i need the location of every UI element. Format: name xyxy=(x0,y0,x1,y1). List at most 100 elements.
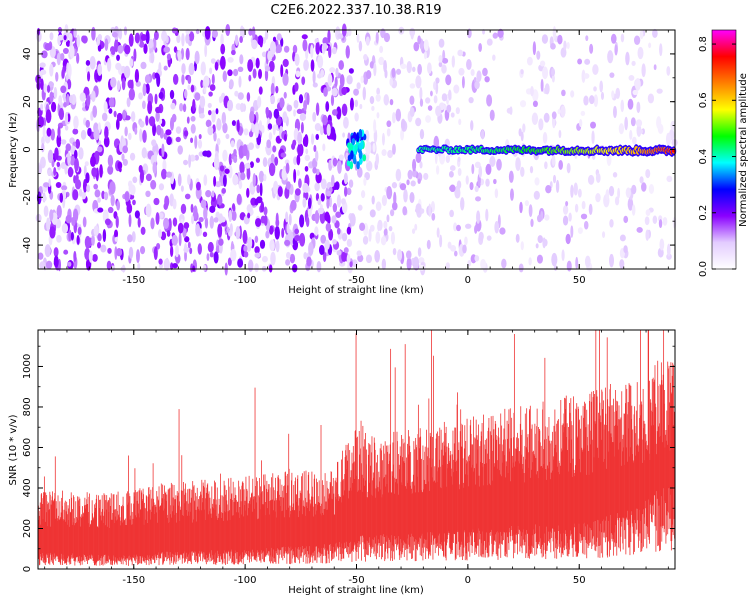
heatmap-cell xyxy=(61,223,69,234)
heatmap-cell xyxy=(368,228,372,242)
heatmap-cell xyxy=(341,86,348,96)
heatmap-cell xyxy=(175,244,179,258)
heatmap-cell xyxy=(411,228,416,234)
heatmap-cell xyxy=(662,216,668,226)
heatmap-cell xyxy=(334,181,340,191)
heatmap-cell xyxy=(222,174,227,187)
heatmap-cell xyxy=(116,54,120,61)
heatmap-cell xyxy=(216,138,221,146)
heatmap-cell xyxy=(226,226,230,233)
heatmap-cell xyxy=(419,98,424,107)
heatmap-cell xyxy=(628,74,635,81)
heatmap-cell xyxy=(248,74,252,82)
heatmap-cell xyxy=(319,126,324,136)
heatmap-cell xyxy=(374,249,380,263)
heatmap-cell xyxy=(132,199,136,206)
heatmap-cell xyxy=(509,106,513,116)
heatmap-cell xyxy=(163,65,168,71)
heatmap-cell xyxy=(330,94,335,106)
heatmap-cell xyxy=(243,128,249,136)
heatmap-cell xyxy=(39,261,46,270)
heatmap-cell xyxy=(172,217,178,227)
heatmap-cell xyxy=(145,203,152,218)
heatmap-cell xyxy=(286,104,293,112)
heatmap-cell xyxy=(451,55,455,68)
heatmap-cell xyxy=(595,193,601,203)
heatmap-cell xyxy=(519,201,523,214)
heatmap-cell xyxy=(577,188,582,198)
heatmap-cell xyxy=(82,102,86,108)
heatmap-cell xyxy=(43,83,48,93)
heatmap-cell xyxy=(205,119,212,128)
heatmap-cell xyxy=(138,41,145,48)
heatmap-cell xyxy=(384,69,388,79)
heatmap-cell xyxy=(574,203,579,213)
heatmap-cell xyxy=(412,256,420,270)
heatmap-cell xyxy=(557,109,561,115)
heatmap-cell xyxy=(166,53,171,61)
heatmap-cell xyxy=(562,215,569,226)
heatmap-cell xyxy=(627,197,634,211)
heatmap-cell xyxy=(496,158,502,171)
heatmap-cell xyxy=(163,217,170,229)
heatmap-cell xyxy=(137,217,141,228)
heatmap-cell xyxy=(482,67,488,77)
heatmap-cell xyxy=(86,94,91,107)
heatmap-cell xyxy=(581,200,586,210)
heatmap-cell xyxy=(56,161,61,168)
heatmap-cell xyxy=(478,165,483,178)
heatmap-cell xyxy=(632,89,639,96)
heatmap-cell xyxy=(214,61,219,71)
heatmap-cell xyxy=(373,119,377,133)
heatmap-cell xyxy=(352,157,357,165)
heatmap-cell xyxy=(263,174,267,182)
heatmap-cell xyxy=(63,34,67,41)
heatmap-cell xyxy=(375,31,379,44)
heatmap-cell xyxy=(162,159,167,172)
heatmap-cell xyxy=(263,206,268,216)
heatmap-cell xyxy=(484,76,490,83)
heatmap-cell xyxy=(387,149,394,159)
heatmap-cell xyxy=(263,215,268,226)
heatmap-cell xyxy=(579,119,583,128)
heatmap-cell xyxy=(76,234,80,245)
heatmap-cell xyxy=(142,83,147,97)
heatmap-cell xyxy=(356,33,360,43)
heatmap-cell xyxy=(275,116,282,126)
heatmap-cell xyxy=(315,150,319,162)
heatmap-cell xyxy=(320,192,325,202)
heatmap-cell xyxy=(148,41,154,49)
heatmap-cell xyxy=(234,90,239,97)
heatmap-cell xyxy=(138,92,143,100)
heatmap-cell xyxy=(320,69,325,78)
heatmap-cell xyxy=(267,123,273,130)
heatmap-cell xyxy=(391,182,398,189)
heatmap-cell xyxy=(637,128,644,135)
heatmap-cell xyxy=(49,32,54,41)
heatmap-cell xyxy=(76,52,80,64)
heatmap-cell xyxy=(618,123,625,135)
snr-bars xyxy=(37,330,676,566)
heatmap-cell xyxy=(189,247,193,255)
heatmap-cell xyxy=(474,161,481,169)
heatmap-cell xyxy=(633,35,641,45)
heatmap-cell xyxy=(465,223,472,229)
heatmap-cell xyxy=(209,215,214,229)
heatmap-cell xyxy=(551,111,557,120)
heatmap-cell xyxy=(365,36,370,46)
heatmap-cell xyxy=(336,194,341,208)
heatmap-cell xyxy=(254,235,259,243)
heatmap-cell xyxy=(203,206,208,220)
heatmap-cell xyxy=(561,89,566,97)
heatmap-cell xyxy=(489,109,495,121)
heatmap-cell xyxy=(336,106,342,120)
heatmap-cell xyxy=(336,250,342,256)
heatmap-cell xyxy=(515,233,520,243)
heatmap-cell xyxy=(645,168,651,179)
heatmap-cell xyxy=(158,118,163,125)
heatmap-cell xyxy=(310,59,315,72)
heatmap-cell xyxy=(558,160,563,170)
heatmap-cell xyxy=(93,128,100,141)
heatmap-cell xyxy=(441,57,449,64)
